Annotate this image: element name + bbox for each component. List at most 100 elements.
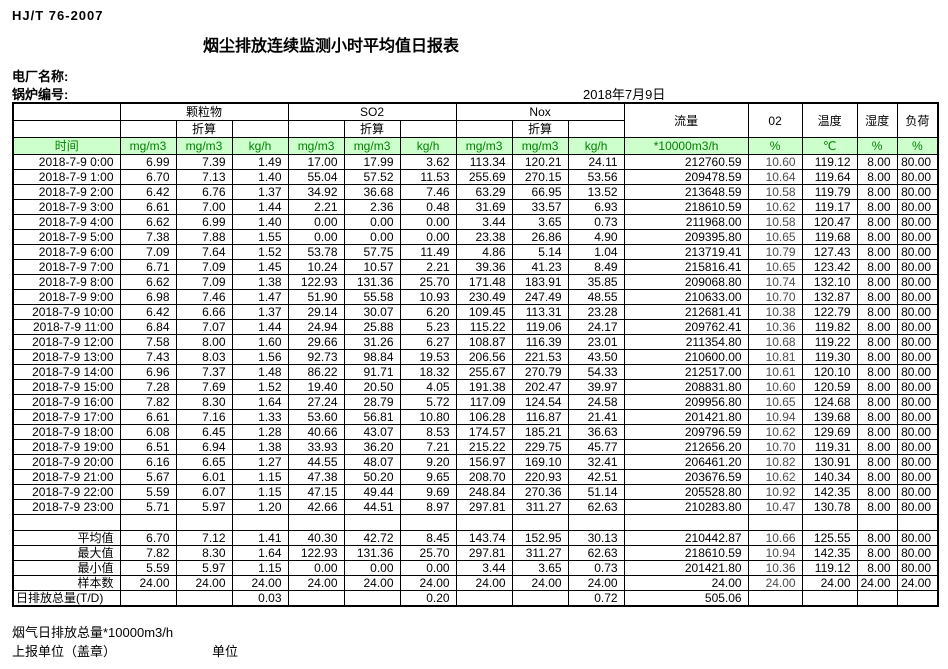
- humidity-cell: 8.00: [856, 409, 898, 425]
- so2-kgh-cell: 10.80: [399, 409, 457, 425]
- unit-flow: *10000m3/h: [623, 137, 749, 155]
- data-row: 2018-7-9 17:00 6.61 7.16 1.33 53.60 56.81 10.8…: [12, 409, 939, 425]
- nox-kgh-cell: 35.85: [567, 274, 625, 290]
- document-code: HJ/T 76-2007: [12, 8, 104, 23]
- humidity-cell: 8.00: [856, 499, 898, 515]
- so2-mgm3-cell: 19.40: [287, 379, 345, 395]
- header-pm-converted: 折算: [175, 120, 233, 138]
- so2-kgh-cell: 7.21: [399, 439, 457, 455]
- o2-cell: 10.81: [747, 349, 803, 365]
- flow-cell: 218610.59: [623, 199, 749, 215]
- pm-converted-mgm3-cell: 7.12: [175, 530, 233, 546]
- time-cell: 2018-7-9 3:00: [12, 199, 121, 215]
- pm-kgh-cell: 1.40: [231, 214, 289, 230]
- header-spacer: [455, 120, 513, 138]
- nox-mgm3-cell: 156.97: [455, 454, 513, 470]
- pm-converted-mgm3-cell: 7.37: [175, 364, 233, 380]
- nox-mgm3-cell: 215.22: [455, 439, 513, 455]
- humidity-cell: 8.00: [856, 319, 898, 335]
- pm-kgh-cell: 1.20: [231, 499, 289, 515]
- data-row: 2018-7-9 4:00 6.62 6.99 1.40 0.00 0.00 0.00 3.4…: [12, 214, 939, 230]
- report-date: 2018年7月9日: [583, 87, 666, 102]
- humidity-cell: 8.00: [856, 349, 898, 365]
- time-cell: 2018-7-9 8:00: [12, 274, 121, 290]
- so2-converted-mgm3-cell: 57.52: [343, 169, 401, 185]
- header-spacer: [287, 120, 345, 138]
- nox-mgm3-cell: 4.86: [455, 244, 513, 260]
- humidity-cell: 8.00: [856, 274, 898, 290]
- nox-converted-mgm3-cell: 3.65: [511, 560, 569, 576]
- load-cell: [896, 590, 939, 607]
- nox-kgh-cell: 24.58: [567, 394, 625, 410]
- pm-mgm3-cell: 5.59: [119, 560, 177, 576]
- pm-converted-mgm3-cell: 6.07: [175, 484, 233, 500]
- so2-kgh-cell: 2.21: [399, 259, 457, 275]
- temperature-cell: 129.69: [801, 424, 858, 440]
- nox-converted-mgm3-cell: 229.75: [511, 439, 569, 455]
- load-cell: 80.00: [896, 409, 939, 425]
- header-so2-converted: 折算: [343, 120, 401, 138]
- temperature-cell: 119.17: [801, 199, 858, 215]
- so2-kgh-cell: 6.27: [399, 334, 457, 350]
- data-row: 2018-7-9 6:00 7.09 7.64 1.52 53.78 57.75 11.49…: [12, 244, 939, 260]
- temperature-cell: 120.59: [801, 379, 858, 395]
- nox-kgh-cell: 53.56: [567, 169, 625, 185]
- flow-cell: 212656.20: [623, 439, 749, 455]
- load-cell: 80.00: [896, 454, 939, 470]
- so2-kgh-cell: 4.05: [399, 379, 457, 395]
- load-cell: 80.00: [896, 364, 939, 380]
- pm-kgh-cell: 1.45: [231, 259, 289, 275]
- temperature-cell: 24.00: [801, 575, 858, 591]
- pm-kgh-cell: 1.44: [231, 199, 289, 215]
- pm-kgh-cell: 1.33: [231, 409, 289, 425]
- load-cell: 80.00: [896, 304, 939, 320]
- pm-converted-mgm3-cell: 7.69: [175, 379, 233, 395]
- so2-mgm3-cell: 42.66: [287, 499, 345, 515]
- time-cell: 2018-7-9 14:00: [12, 364, 121, 380]
- nox-mgm3-cell: 230.49: [455, 289, 513, 305]
- so2-converted-mgm3-cell: 42.72: [343, 530, 401, 546]
- so2-mgm3-cell: 40.30: [287, 530, 345, 546]
- pm-mgm3-cell: 6.08: [119, 424, 177, 440]
- temperature-cell: 142.35: [801, 484, 858, 500]
- o2-cell: 10.60: [747, 154, 803, 170]
- humidity-cell: 8.00: [856, 394, 898, 410]
- nox-kgh-cell: 45.77: [567, 439, 625, 455]
- data-row: 2018-7-9 0:00 6.99 7.39 1.49 17.00 17.99 3.62 1…: [12, 154, 939, 170]
- nox-converted-mgm3-cell: 26.86: [511, 229, 569, 245]
- temperature-cell: 130.78: [801, 499, 858, 515]
- temperature-cell: 142.35: [801, 545, 858, 561]
- so2-mgm3-cell: 27.24: [287, 394, 345, 410]
- average-label: 平均值: [12, 530, 121, 546]
- so2-converted-mgm3-cell: [343, 590, 401, 607]
- flow-cell: 210442.87: [623, 530, 749, 546]
- temperature-cell: [801, 514, 858, 531]
- pm-kgh-cell: 1.44: [231, 319, 289, 335]
- time-cell: 2018-7-9 20:00: [12, 454, 121, 470]
- load-cell: 80.00: [896, 394, 939, 410]
- pm-converted-mgm3-cell: 7.39: [175, 154, 233, 170]
- so2-kgh-cell: 8.53: [399, 424, 457, 440]
- nox-kgh-cell: 23.01: [567, 334, 625, 350]
- nox-converted-mgm3-cell: 185.21: [511, 424, 569, 440]
- pm-kgh-cell: 1.27: [231, 454, 289, 470]
- unit-o2: %: [747, 137, 803, 155]
- so2-converted-mgm3-cell: 31.26: [343, 334, 401, 350]
- temperature-cell: 119.22: [801, 334, 858, 350]
- load-cell: 80.00: [896, 244, 939, 260]
- flow-cell: 215816.41: [623, 259, 749, 275]
- so2-kgh-cell: 9.69: [399, 484, 457, 500]
- time-cell: 2018-7-9 18:00: [12, 424, 121, 440]
- pm-kgh-cell: 1.64: [231, 394, 289, 410]
- nox-converted-mgm3-cell: 120.21: [511, 154, 569, 170]
- pm-mgm3-cell: 7.43: [119, 349, 177, 365]
- humidity-cell: 8.00: [856, 364, 898, 380]
- pm-mgm3-cell: 7.82: [119, 394, 177, 410]
- nox-converted-mgm3-cell: 270.79: [511, 364, 569, 380]
- nox-mgm3-cell: 174.57: [455, 424, 513, 440]
- pm-mgm3-cell: [119, 590, 177, 607]
- o2-cell: 10.70: [747, 289, 803, 305]
- so2-converted-mgm3-cell: 98.84: [343, 349, 401, 365]
- o2-cell: [747, 514, 803, 531]
- pm-converted-mgm3-cell: 7.16: [175, 409, 233, 425]
